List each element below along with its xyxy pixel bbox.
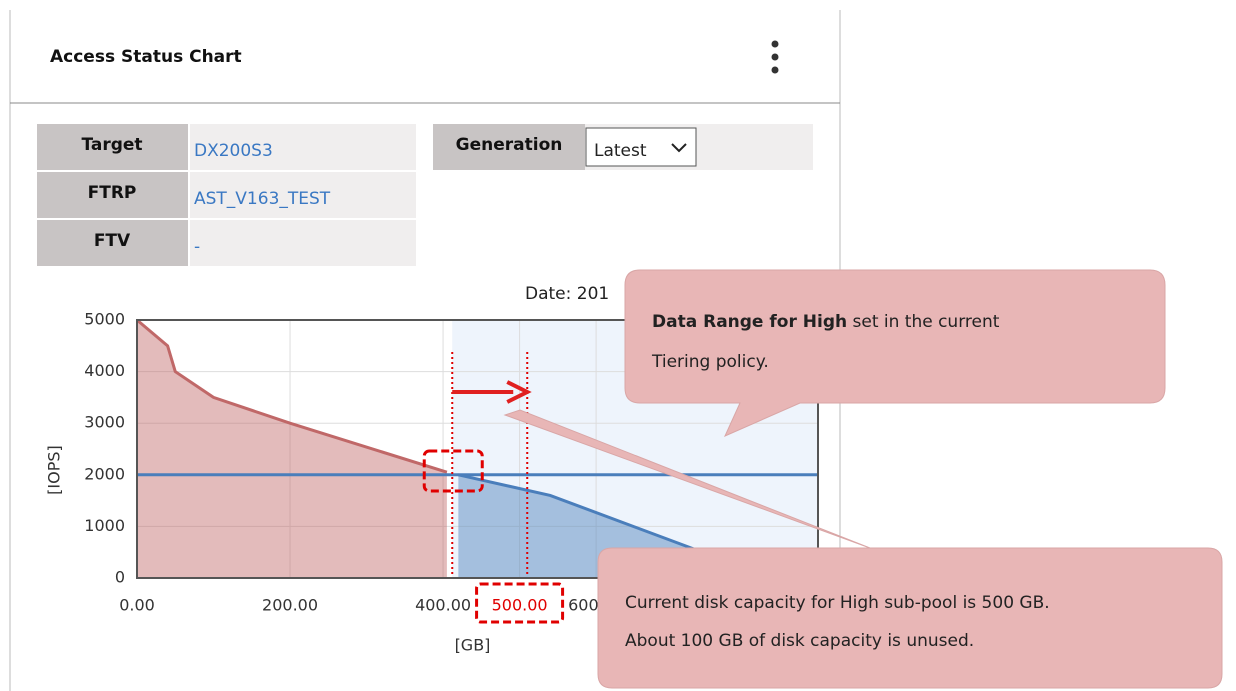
cell [37, 124, 188, 170]
cell [190, 220, 416, 266]
cell [37, 220, 188, 266]
callout-text: About 100 GB of disk capacity is unused. [625, 631, 974, 651]
row-value: - [194, 237, 200, 257]
x-tick-label: 200.00 [262, 596, 318, 615]
y-tick-label: 4000 [84, 361, 125, 380]
y-tick-label: 5000 [84, 310, 125, 329]
y-tick-label: 3000 [84, 413, 125, 432]
callout-text: Tiering policy. [651, 352, 769, 372]
plot-border [136, 319, 819, 579]
menu-button[interactable] [771, 40, 779, 74]
cell [190, 124, 416, 170]
y-tick-label: 0 [115, 568, 125, 587]
x-tick-label: 0.00 [119, 596, 155, 615]
highlight-box [475, 582, 565, 624]
y-axis-label: [IOPS] [45, 445, 64, 495]
arrow [452, 380, 532, 404]
x-tick-label: 500.00 [492, 596, 548, 615]
text: set in the current [847, 312, 1000, 332]
generation-label: Generation [456, 135, 563, 155]
row-value: AST_V163_TEST [194, 189, 331, 209]
generation-select[interactable]: Latest [585, 127, 697, 167]
cell [37, 172, 188, 218]
y-tick-label: 2000 [84, 464, 125, 483]
row-label: Target [81, 135, 142, 155]
highlight-box [422, 449, 484, 493]
select-value: Latest [594, 141, 647, 161]
area-fill [137, 320, 447, 578]
x-tick-label: 400.00 [415, 596, 471, 615]
date-label: Date: 201 [525, 284, 609, 304]
callout-bubble [503, 409, 1223, 689]
cell [433, 124, 585, 170]
bold-text: Data Range for High [652, 312, 847, 332]
row-label: FTV [94, 231, 131, 251]
row-label: FTRP [88, 183, 137, 203]
area-line [458, 473, 697, 552]
cell [190, 172, 416, 218]
callout-bubble [624, 269, 1166, 437]
panel-title: Access Status Chart [50, 47, 242, 67]
y-tick-label: 1000 [84, 516, 125, 535]
x-axis-label: [GB] [455, 636, 491, 655]
callout-text: Current disk capacity for High sub-pool … [625, 593, 1050, 613]
callout-text: Data Range for High set in the current [652, 312, 1000, 332]
row-value: DX200S3 [194, 141, 273, 161]
callouts: Data Range for High set in the current Ti… [503, 269, 1223, 689]
area-line [136, 318, 448, 474]
info-table: Target DX200S3 FTRP AST_V163_TEST FTV - [37, 124, 416, 266]
